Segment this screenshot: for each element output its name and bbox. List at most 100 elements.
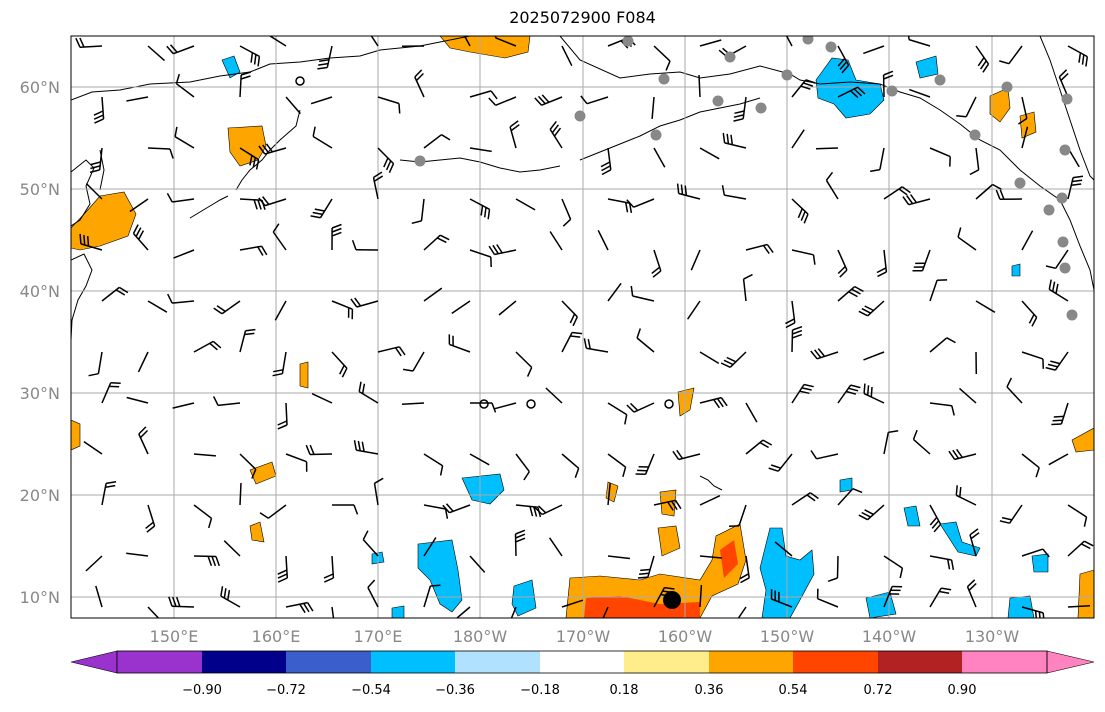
wind-barb-flag <box>569 313 576 324</box>
wind-barb-flag <box>175 73 181 84</box>
wind-barb-flag <box>857 86 866 95</box>
positive-anomaly-area <box>249 521 265 543</box>
wind-barb <box>965 96 977 118</box>
map-title: 2025072900 F084 <box>509 8 656 27</box>
colorbar-label: 0.54 <box>779 683 808 698</box>
lat-label: 20°N <box>20 486 60 505</box>
wind-barb-flag <box>373 175 384 182</box>
wind-barb-flag <box>105 484 116 489</box>
wind-barb-flag <box>483 207 487 218</box>
wind-barb <box>1021 126 1029 149</box>
wind-barb <box>745 402 758 423</box>
wind-barb-flag <box>848 291 858 298</box>
wind-barb-flag <box>946 337 956 344</box>
wind-barb-flag <box>670 500 678 511</box>
wind-barb-flag <box>373 171 383 179</box>
wind-barb-flag <box>213 307 223 315</box>
wind-barb <box>597 229 609 251</box>
wind-barb-flag <box>726 620 736 622</box>
wind-barb-flag <box>982 63 990 73</box>
map-frame <box>70 35 1095 619</box>
wind-barb-flag <box>331 223 342 229</box>
wind-barb <box>312 135 333 149</box>
wind-barb-flag <box>912 429 918 440</box>
wind-barb <box>126 96 149 102</box>
wind-barb-flag <box>1048 279 1052 290</box>
wind-barb-flag <box>803 82 814 87</box>
wind-barb-flag <box>995 189 1001 200</box>
calm-markers <box>295 76 674 409</box>
wind-barb <box>423 453 443 467</box>
wind-barb-flag <box>680 184 684 195</box>
wind-barb <box>1021 351 1044 360</box>
wind-barb-flag <box>724 623 734 625</box>
wind-barb-flag <box>713 399 721 409</box>
colorbar-extend-high <box>1046 650 1095 674</box>
wind-barb-flag <box>261 245 268 256</box>
station-marker <box>1057 236 1069 248</box>
wind-barb-flag <box>388 163 395 174</box>
wind-barb-flag <box>537 95 546 105</box>
wind-barb-flag <box>825 171 834 181</box>
colorbar-label: 0.90 <box>948 683 977 698</box>
station-marker <box>650 129 662 141</box>
wind-barb-flag <box>640 568 651 572</box>
wind-barb <box>1021 230 1034 251</box>
wind-barb-flag <box>951 405 955 416</box>
wind-barb-flag <box>999 189 1005 200</box>
wind-barb-layer <box>75 36 1094 625</box>
wind-barb <box>137 351 149 373</box>
station-marker <box>1001 81 1013 93</box>
wind-barb-flag <box>992 183 1002 190</box>
wind-barb-flag <box>846 390 856 395</box>
wind-barb-flag <box>574 468 580 478</box>
wind-barb-flag <box>490 90 498 100</box>
wind-barb-flag <box>445 503 454 512</box>
wind-barb-flag <box>255 159 260 170</box>
wind-barb-flag <box>803 213 809 224</box>
wind-barb-flag <box>251 469 257 479</box>
colorbar-segment <box>117 651 203 673</box>
wind-barb-flag <box>415 72 424 82</box>
wind-barb-flag <box>215 556 221 567</box>
wind-barb <box>147 606 160 618</box>
wind-barb <box>83 440 103 455</box>
wind-barb-flag <box>314 208 325 212</box>
north-america-coastline <box>1039 36 1094 181</box>
wind-barb <box>423 585 432 608</box>
wind-barb-flag <box>909 194 918 204</box>
wind-barb <box>815 147 839 150</box>
wind-barb-flag <box>272 372 283 377</box>
lon-label: 150°E <box>150 627 199 646</box>
wind-barb <box>469 249 492 258</box>
wind-barb <box>653 45 671 62</box>
wind-barb-flag <box>216 305 226 313</box>
wind-barb-flag <box>572 316 578 327</box>
lon-label: 170°W <box>556 627 611 646</box>
wind-barb-flag <box>803 383 814 388</box>
wind-barb <box>469 90 492 98</box>
wind-barb-flag <box>240 71 252 76</box>
station-marker <box>1059 144 1071 156</box>
station-marker <box>1059 262 1071 274</box>
wind-barb <box>863 45 885 55</box>
wind-barb-flag <box>258 197 266 207</box>
wind-barb-flag <box>277 577 288 583</box>
wind-barb <box>193 453 216 457</box>
wind-barb-flag <box>626 199 635 208</box>
wind-barb-flag <box>720 362 731 368</box>
wind-barb-flag <box>869 168 881 173</box>
colorbar-segment <box>455 651 541 673</box>
wind-barb-flag <box>496 244 503 254</box>
graticule <box>71 36 1094 618</box>
wind-barb <box>285 96 301 115</box>
lon-label: 180°W <box>453 627 508 646</box>
wind-barb-flag <box>361 441 365 452</box>
wind-barb-flag <box>139 429 149 439</box>
wind-barb-flag <box>223 588 227 599</box>
positive-anomaly-area <box>71 191 137 251</box>
wind-barb-flag <box>800 211 806 221</box>
wind-barb <box>1006 386 1023 404</box>
colorbar-extend-low <box>70 650 118 674</box>
wind-barb-flag <box>529 506 534 517</box>
